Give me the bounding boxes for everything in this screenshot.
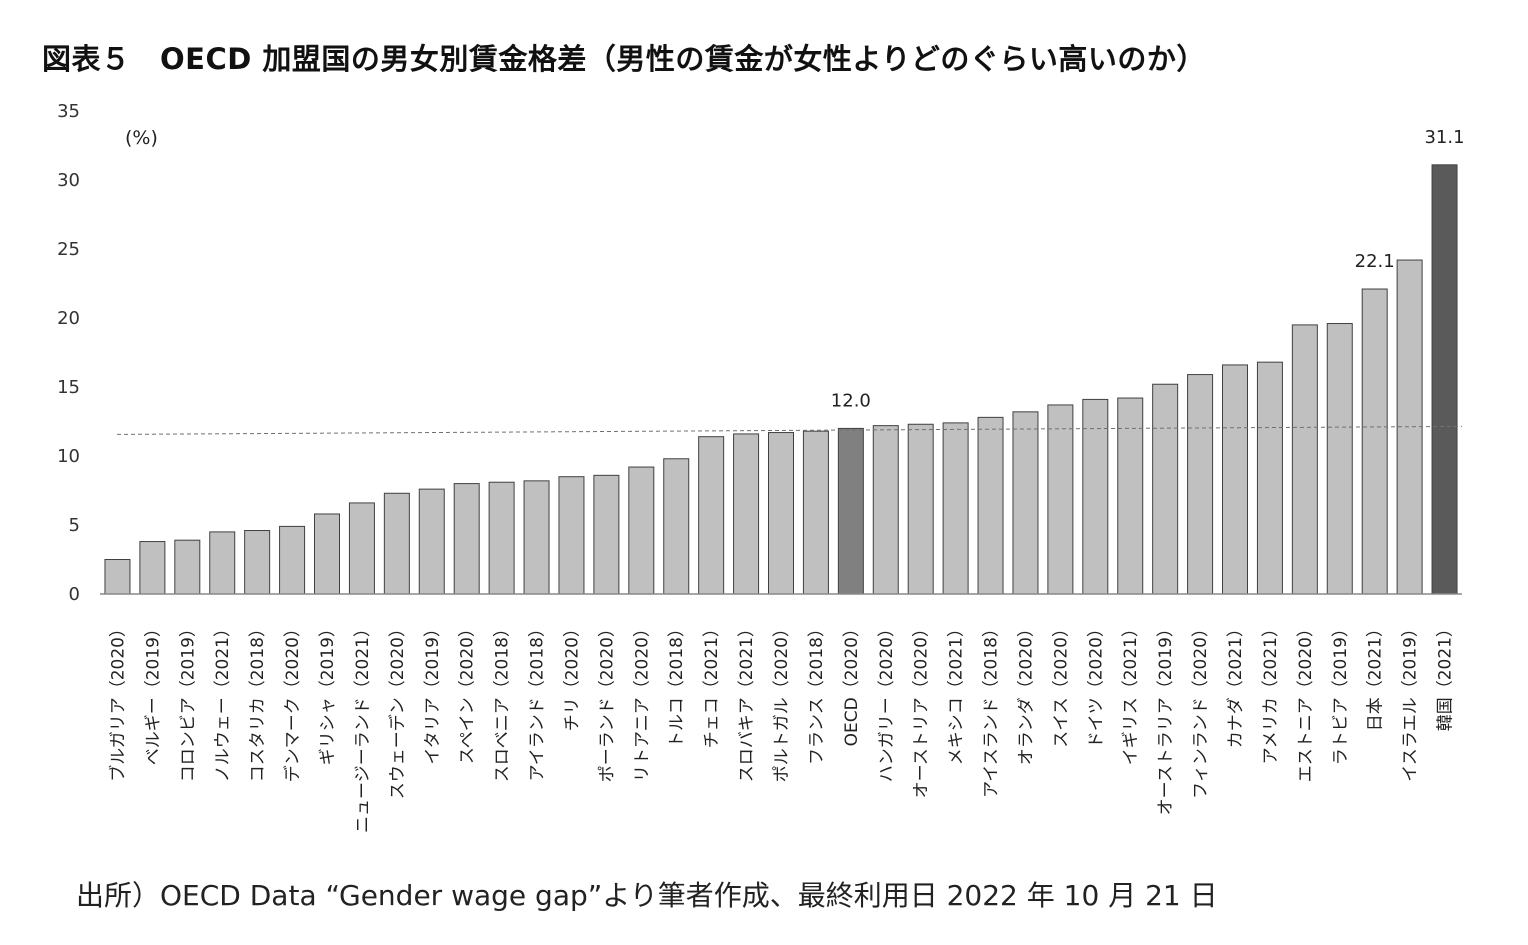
x-tick-label: ポーランド（2020）	[597, 620, 617, 782]
bar	[1291, 324, 1318, 595]
bar	[418, 488, 445, 595]
x-tick-label: ラトビア（2019）	[1331, 620, 1351, 765]
bar	[1431, 164, 1458, 595]
x-tick-label: アイランド（2018）	[528, 620, 548, 781]
bar	[977, 416, 1004, 595]
data-label: 12.0	[831, 390, 871, 411]
bar	[348, 502, 375, 595]
x-tick-label: コスタリカ（2018）	[248, 620, 268, 782]
y-tick-label: 5	[69, 515, 80, 536]
bar	[768, 432, 794, 595]
bar	[1222, 364, 1248, 595]
x-tick-label: スロベニア（2018）	[493, 620, 513, 782]
x-tick-label: イスラエル（2019）	[1401, 620, 1421, 782]
source-note: 出所）OECD Data “Gender wage gap”より筆者作成、最終利…	[76, 879, 1218, 912]
y-axis-unit-label: (%)	[125, 127, 158, 149]
y-tick-label: 35	[57, 101, 80, 122]
x-tick-label: メキシコ（2021）	[947, 620, 967, 765]
bar	[1361, 288, 1388, 595]
bar	[314, 513, 340, 595]
x-tick-label: スペイン（2020）	[458, 620, 478, 764]
y-tick-label: 20	[57, 308, 80, 329]
x-tick-label: チェコ（2021）	[702, 620, 722, 748]
bar	[1117, 397, 1144, 595]
y-tick-label: 10	[57, 446, 80, 467]
bar	[488, 481, 515, 595]
bar	[1047, 404, 1074, 595]
bar	[453, 483, 480, 595]
oecd-reference-line	[116, 425, 1463, 435]
x-tick-label: 日本（2021）	[1366, 620, 1386, 731]
x-tick-label: デンマーク（2020）	[282, 620, 303, 782]
x-tick-label: フィンランド（2020）	[1191, 620, 1211, 799]
x-tick-label: 韓国（2021）	[1436, 620, 1456, 731]
x-tick-label: ブルガリア（2020）	[107, 620, 128, 782]
x-axis: ブルガリア（2020） ベルギー（2019） コロンビア（2019） ノルウェー（20…	[100, 593, 1462, 833]
bar	[244, 530, 271, 595]
x-tick-label: チリ（2020）	[562, 620, 582, 731]
x-tick-label: オーストリア（2020）	[912, 620, 932, 798]
y-tick-label: 15	[57, 377, 80, 398]
x-tick-label: スロバキア（2021）	[737, 620, 757, 782]
x-tick-label: OECD（2020）	[842, 620, 862, 746]
bar	[279, 525, 306, 595]
bar	[523, 480, 550, 595]
x-tick-label: ノルウェー（2021）	[213, 620, 233, 782]
x-tick-label: アイスランド（2018）	[982, 620, 1002, 798]
bar	[942, 422, 969, 595]
bar	[698, 436, 725, 595]
bar	[593, 474, 620, 595]
bar	[1326, 323, 1353, 595]
y-tick-label: 30	[57, 170, 80, 191]
data-labels-group: 12.0 22.1 31.1	[831, 127, 1465, 412]
x-tick-label: トルコ（2018）	[667, 620, 687, 748]
x-tick-label: カナダ（2021）	[1226, 620, 1246, 748]
x-tick-label: オーストラリア（2019）	[1156, 620, 1176, 815]
bars-group	[104, 164, 1463, 595]
bar	[558, 476, 585, 595]
bar	[1256, 361, 1283, 595]
y-axis: 0 5 10 15 20 25 30 35	[57, 101, 80, 605]
data-label: 22.1	[1355, 251, 1395, 272]
y-tick-label: 0	[69, 584, 80, 605]
x-tick-label: フランス（2018）	[807, 620, 827, 765]
x-tick-label: スウェーデン（2020）	[387, 620, 408, 799]
bar	[802, 430, 829, 595]
bar	[1012, 411, 1039, 595]
x-tick-label: ベルギー（2019）	[143, 620, 163, 765]
x-tick-label: エストニア（2020）	[1296, 620, 1316, 782]
bar	[104, 559, 131, 595]
bar	[383, 492, 410, 595]
x-tick-label: ポルトガル（2020）	[772, 620, 792, 782]
bar	[872, 425, 899, 595]
y-tick-label: 25	[57, 239, 80, 260]
x-tick-label: コロンビア（2019）	[178, 620, 198, 782]
x-tick-label: ニュージーランド（2021）	[353, 620, 373, 833]
bar	[1082, 398, 1109, 595]
bar	[1187, 374, 1214, 595]
x-tick-label: ドイツ（2020）	[1086, 620, 1106, 748]
x-tick-label: スイス（2020）	[1051, 620, 1071, 748]
bar	[174, 539, 201, 595]
bar	[209, 531, 236, 595]
x-tick-label: イギリス（2021）	[1121, 620, 1141, 765]
bar	[1152, 383, 1179, 595]
x-tick-label: アメリカ（2021）	[1261, 620, 1281, 764]
bar	[733, 433, 760, 595]
data-label: 31.1	[1424, 127, 1464, 148]
x-tick-label: リトアニア（2020）	[632, 620, 652, 782]
bar	[663, 458, 690, 595]
bar	[139, 541, 166, 595]
chart-title: 図表５ OECD 加盟国の男女別賃金格差（男性の賃金が女性よりどのぐらい高いのか…	[42, 42, 1206, 76]
x-tick-label: ハンガリー（2020）	[877, 620, 897, 782]
bar	[628, 466, 655, 595]
bar	[837, 427, 864, 595]
x-tick-label: イタリア（2019）	[423, 620, 443, 765]
x-tick-label: ギリシャ（2019）	[318, 620, 338, 765]
bar	[907, 423, 934, 595]
x-tick-label: オランダ（2020）	[1016, 620, 1036, 765]
